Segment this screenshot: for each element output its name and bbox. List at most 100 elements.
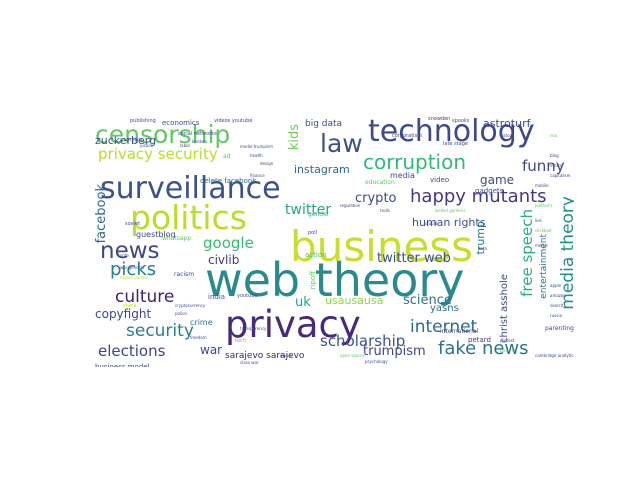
cloud-word: privacy security [98, 145, 218, 163]
cloud-word: social networks [178, 131, 217, 137]
cloud-word: ad [223, 153, 231, 160]
cloud-word: transparency [240, 326, 267, 331]
cloud-word: culture [115, 287, 175, 307]
cloud-word: petard [468, 336, 491, 344]
cloud-word: psychology [365, 359, 388, 364]
cloud-word: facebook [94, 184, 109, 244]
cloud-word: free speech [518, 209, 536, 297]
cloud-word: model trumpism [240, 144, 274, 149]
cloud-word: regulation [340, 203, 361, 208]
cloud-word: capitalism [550, 173, 571, 178]
cloud-word: zuckerberg [95, 134, 157, 147]
cloud-word: crime [190, 318, 213, 327]
cloud-word: vote [120, 253, 129, 258]
cloud-word: video [430, 176, 450, 184]
cloud-word: advertising [120, 137, 143, 142]
cloud-word: history [500, 133, 514, 138]
cloud-word: security [126, 321, 194, 341]
cloud-word: youtube [237, 293, 258, 299]
cloud-word: usausausa [325, 294, 384, 307]
cloud-word: videos youtube [214, 118, 253, 124]
cloud-word: surveillance [100, 171, 281, 206]
cloud-word: spooks [452, 118, 470, 124]
cloud-word: news [100, 238, 160, 264]
cloud-word: trumpism [363, 344, 426, 359]
cloud-word: music [280, 353, 292, 358]
cloud-word: media [390, 171, 415, 180]
cloud-word: action [305, 251, 327, 259]
cloud-word: india [208, 293, 226, 301]
cloud-word: citizen panels [120, 275, 148, 280]
cloud-word: big data [305, 119, 343, 129]
cloud-word: cambridge analytica [535, 353, 574, 358]
cloud-word: tech [235, 338, 246, 344]
cloud-word: civlib [208, 253, 240, 267]
cloud-word: technology [368, 114, 535, 149]
cloud-word: health [250, 153, 263, 158]
cloud-word: platform [535, 203, 552, 208]
cloud-word: game [480, 173, 515, 187]
cloud-word: copyfight [95, 307, 152, 321]
cloud-word: internet [410, 317, 478, 337]
cloud-word: gadgets [475, 187, 504, 195]
cloud-word: ai [520, 143, 524, 148]
cloud-word: ethics [550, 163, 562, 168]
cloud-word: mobile [535, 183, 549, 188]
cloud-word: corporatism [392, 133, 423, 139]
cloud-word: twitter web [377, 251, 451, 266]
cloud-word: war general [120, 265, 144, 270]
cloud-word: protest [500, 338, 515, 343]
cloud-word: apple [550, 283, 562, 288]
cloud-word: picks [110, 259, 157, 280]
cloud-word: china [123, 303, 137, 309]
cloud-word: fake news [438, 338, 529, 359]
cloud-word: soviet [125, 221, 141, 227]
cloud-word: walled gardens [435, 208, 466, 213]
cloud-word: police [175, 311, 187, 316]
cloud-word: poll [308, 230, 318, 236]
cloud-word: delete facebook [200, 177, 257, 185]
cloud-word: trolls [380, 208, 390, 213]
cloud-word: privacy [225, 303, 361, 346]
cloud-word: gender [308, 211, 330, 218]
cloud-word: russia [550, 313, 562, 318]
cloud-word: finance [250, 173, 265, 178]
cloud-word: happy mutants [410, 186, 547, 207]
cloud-word: christ asshole [499, 274, 510, 343]
cloud-word: snowden [428, 116, 451, 122]
word-cloud: web theory business privacy politics surveil… [80, 114, 574, 367]
cloud-word: late stage [443, 141, 468, 147]
cloud-word: instagram [294, 163, 350, 176]
cloud-word: scholarship [320, 332, 406, 350]
cloud-word: business model [95, 363, 150, 368]
cloud-word: parenting [545, 325, 574, 332]
cloud-word: cryptocurrency [175, 303, 206, 308]
cloud-word: blog [550, 153, 559, 158]
cloud-word: yasns [430, 303, 459, 314]
cloud-word: business [290, 222, 474, 271]
cloud-word: human rights [412, 216, 486, 229]
cloud-word: censorship [95, 120, 231, 149]
cloud-word: politics [130, 198, 247, 237]
cloud-word: google [203, 234, 254, 252]
cloud-word: corruption [363, 150, 467, 174]
cloud-word: elections [98, 342, 166, 360]
cloud-word: poverty [500, 348, 516, 353]
cloud-word: law [320, 129, 363, 158]
cloud-word: science [403, 293, 452, 308]
cloud-word: open source [340, 353, 365, 358]
cloud-word: lies [535, 218, 542, 223]
cloud-word: racism [174, 271, 195, 278]
cloud-word: labor [180, 143, 191, 148]
cloud-word: education [365, 179, 395, 186]
cloud-word: class war [240, 360, 259, 365]
cloud-word: web theory [205, 253, 465, 307]
cloud-word: clickbait [535, 228, 552, 233]
cloud-word: funny [522, 157, 565, 175]
cloud-word: borders [192, 139, 208, 144]
cloud-word: guestblog [136, 230, 176, 239]
cloud-word: war [200, 343, 223, 357]
cloud-word: whatsapp [162, 235, 192, 242]
cloud-word: astroturf [483, 117, 531, 130]
cloud-word: sarajevo sarajevo [225, 351, 305, 361]
